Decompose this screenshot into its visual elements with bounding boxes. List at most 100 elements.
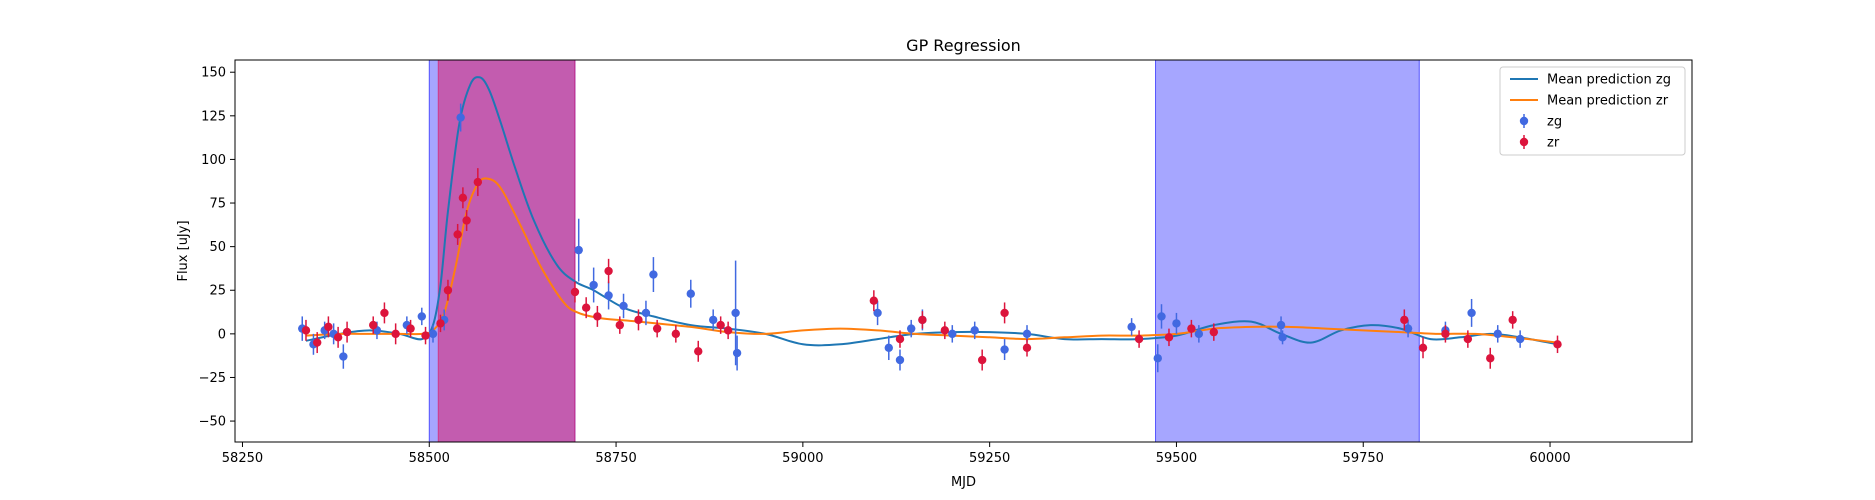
data-point	[1467, 308, 1476, 318]
x-tick-label: 58500	[409, 451, 450, 466]
data-point	[1441, 329, 1450, 339]
data-point	[593, 312, 602, 321]
plot-frame	[234, 59, 1693, 443]
y-tick-label: 125	[201, 109, 226, 124]
data-point	[873, 308, 882, 318]
chart-title: GP Regression	[906, 36, 1021, 55]
data-point	[604, 291, 613, 300]
data-point	[1276, 320, 1286, 330]
legend-label: zr	[1547, 136, 1560, 151]
data-point	[436, 319, 445, 328]
data-point	[1508, 315, 1517, 325]
data-point	[970, 326, 979, 335]
x-tick-label: 58250	[222, 451, 263, 466]
data-point	[686, 289, 695, 298]
data-point	[1463, 334, 1473, 344]
y-tick-label: 0	[218, 327, 226, 342]
data-point	[369, 320, 378, 330]
data-point	[333, 333, 343, 342]
data-point	[694, 347, 703, 356]
data-point	[1022, 329, 1032, 339]
legend-swatch	[1519, 116, 1529, 126]
x-tick-label: 59000	[782, 451, 823, 466]
data-point	[1127, 322, 1136, 332]
legend-label: zg	[1547, 115, 1562, 130]
y-tick-label: 150	[201, 66, 226, 81]
shaded-regions	[428, 59, 1420, 443]
data-point	[581, 303, 591, 312]
data-point	[417, 312, 426, 321]
data-point	[1172, 319, 1181, 328]
data-point	[453, 230, 462, 239]
data-point	[895, 355, 905, 365]
data-point	[1000, 308, 1009, 318]
y-axis: −50 −25 0 25 50 75 100 125 150	[199, 66, 235, 430]
legend-swatch	[1519, 137, 1529, 147]
data-point	[649, 270, 658, 279]
x-tick-label: 59500	[1156, 451, 1197, 466]
data-point	[619, 301, 628, 311]
prediction-lines	[305, 76, 1558, 347]
shaded-region-3	[1155, 59, 1420, 443]
data-point	[634, 315, 643, 325]
y-tick-label: 25	[209, 284, 226, 299]
data-point	[1187, 324, 1196, 333]
data-point	[1022, 343, 1032, 353]
y-tick-label: 50	[209, 240, 226, 255]
data-point	[391, 329, 400, 339]
x-tick-label: 59250	[969, 451, 1010, 466]
data-point	[1403, 324, 1413, 333]
legend-label: Mean prediction zr	[1547, 94, 1669, 109]
data-point	[652, 324, 662, 333]
series-points-zr	[301, 168, 1562, 371]
data-point	[716, 320, 725, 330]
data-point	[723, 326, 733, 335]
legend-box	[1499, 66, 1686, 156]
data-point	[1493, 329, 1502, 339]
data-point	[380, 308, 389, 318]
data-point	[1209, 327, 1219, 337]
data-point	[339, 352, 348, 361]
y-axis-label: Flux [uJy]	[176, 220, 191, 281]
data-point	[456, 113, 465, 122]
data-point	[1000, 345, 1009, 354]
data-point	[428, 329, 438, 339]
data-point	[708, 315, 718, 325]
data-point	[421, 331, 430, 340]
data-point	[1486, 354, 1495, 363]
data-point	[895, 334, 905, 344]
data-point	[1400, 315, 1409, 325]
data-points	[298, 103, 1562, 373]
data-point	[977, 355, 987, 365]
data-point	[732, 348, 742, 358]
x-tick-label: 58750	[595, 451, 636, 466]
data-point	[342, 327, 352, 337]
legend: Mean prediction zg Mean prediction zr zg zr	[1499, 66, 1686, 156]
data-point	[1164, 333, 1174, 342]
data-point	[940, 326, 950, 335]
series-line-zr	[305, 177, 1558, 344]
y-tick-label: −50	[199, 415, 226, 430]
data-point	[1157, 312, 1166, 321]
data-point	[884, 343, 893, 353]
data-point	[671, 329, 681, 339]
data-point	[1134, 334, 1144, 344]
data-point	[301, 326, 311, 335]
data-point	[869, 296, 879, 305]
data-point	[406, 324, 415, 333]
data-point	[574, 245, 583, 255]
data-point	[462, 216, 471, 225]
data-point	[473, 177, 483, 187]
data-point	[906, 324, 916, 333]
data-point	[731, 308, 740, 318]
data-point	[1194, 329, 1204, 339]
data-point	[312, 338, 322, 347]
data-point	[641, 308, 651, 318]
x-tick-label: 60000	[1529, 451, 1570, 466]
data-point	[1153, 354, 1162, 363]
x-axis-label: MJD	[951, 475, 976, 490]
data-point	[458, 193, 468, 202]
y-tick-label: 75	[209, 197, 226, 212]
data-point	[570, 287, 580, 297]
